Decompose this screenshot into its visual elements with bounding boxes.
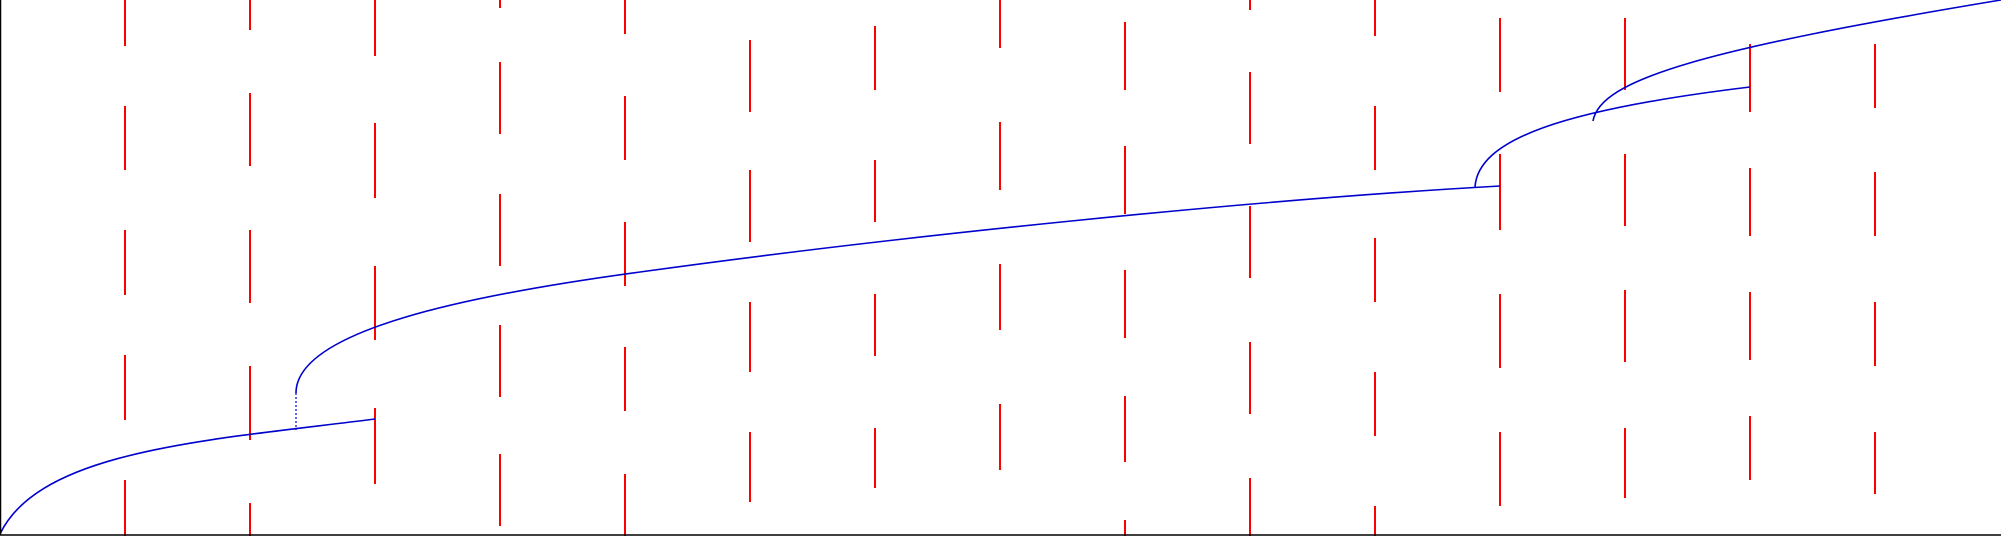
- blue-curve-4: [1592, 0, 2001, 122]
- blue-curve-1: [0, 418, 376, 535]
- blue-curve-3: [1474, 86, 1751, 188]
- blue-curve-2: [295, 185, 1501, 394]
- red-segment-group: [124, 0, 1876, 536]
